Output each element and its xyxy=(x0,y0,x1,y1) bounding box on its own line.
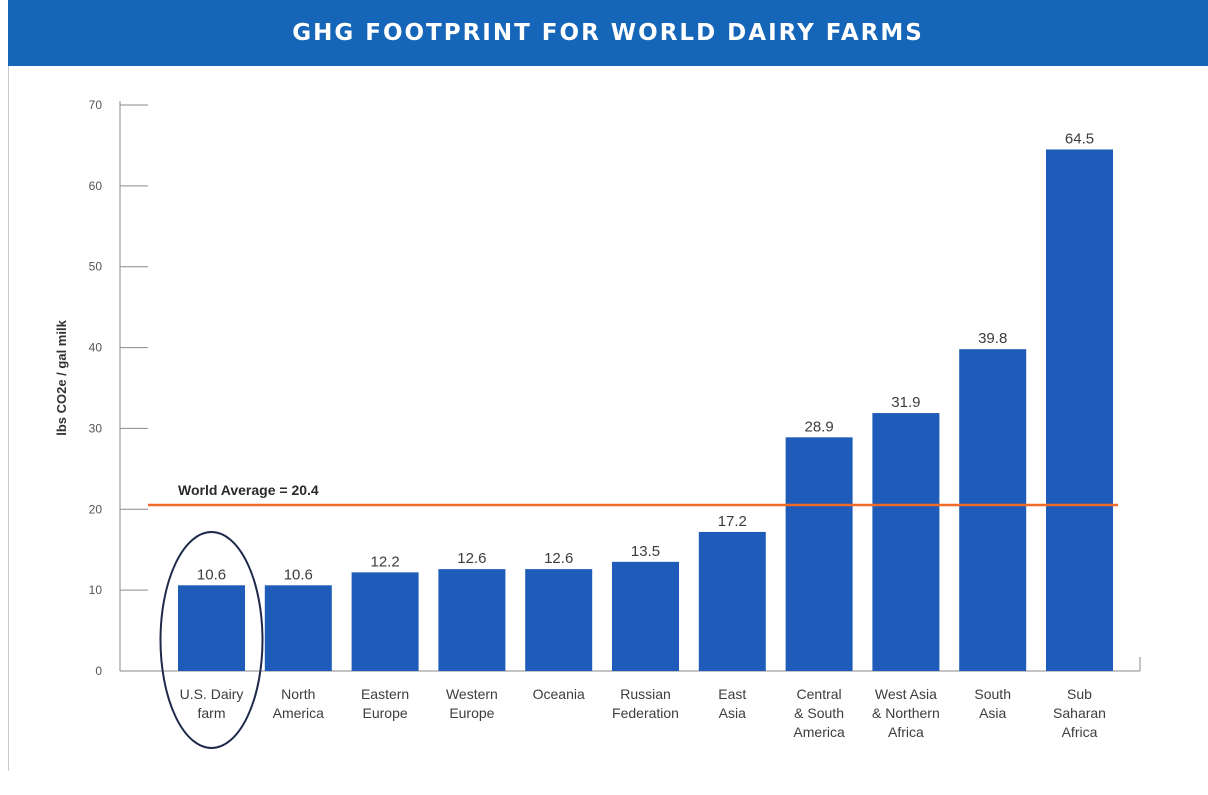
x-tick-label-line: Africa xyxy=(888,724,924,740)
y-tick-label: 50 xyxy=(89,260,103,274)
world-average: World Average = 20.4 xyxy=(148,482,1118,507)
x-tick-label-line: South xyxy=(974,686,1011,702)
bar-value-label: 64.5 xyxy=(1065,130,1094,147)
x-tick-label-line: Asia xyxy=(979,705,1006,721)
x-tick-label-line: Eastern xyxy=(361,686,409,702)
x-tick-label-line: Saharan xyxy=(1053,705,1106,721)
bar xyxy=(1046,149,1113,671)
x-tick-label-line: East xyxy=(718,686,746,702)
bar-value-label: 10.6 xyxy=(197,566,226,583)
bar-value-label: 12.2 xyxy=(370,553,399,570)
bar xyxy=(959,349,1027,671)
y-axis-title: lbs CO2e / gal milk xyxy=(54,319,69,435)
bar xyxy=(264,585,332,671)
x-tick-label-line: Asia xyxy=(719,705,746,721)
bar xyxy=(785,437,853,671)
x-tick-label-line: Africa xyxy=(1062,724,1098,740)
bar xyxy=(351,572,419,671)
x-tick-label-line: farm xyxy=(198,705,226,721)
frame-left-border xyxy=(8,66,9,771)
x-tick-label-line: & Northern xyxy=(872,705,940,721)
x-tick-label: U.S. Dairy farm xyxy=(180,686,244,721)
x-tick-label-line: Central xyxy=(797,686,842,702)
bar-value-label: 28.9 xyxy=(804,418,833,435)
bar-value-label: 13.5 xyxy=(631,543,660,560)
bars xyxy=(178,149,1113,671)
x-tick-label-line: West Asia xyxy=(875,686,937,702)
bar-value-label: 31.9 xyxy=(891,394,920,411)
highlight xyxy=(159,531,264,749)
bar xyxy=(698,531,766,671)
world-average-label: World Average = 20.4 xyxy=(178,482,319,498)
chart-title-banner: GHG FOOTPRINT FOR WORLD DAIRY FARMS xyxy=(8,0,1208,66)
value-labels: 10.6 10.6 12.2 12.6 12.6 13.5 17.2 28.9 31.9 39.8… xyxy=(197,130,1094,583)
x-tick-label-line: Oceania xyxy=(533,686,585,702)
bar-value-label: 10.6 xyxy=(284,566,313,583)
x-tick-label-line: Europe xyxy=(363,705,408,721)
chart-title: GHG FOOTPRINT FOR WORLD DAIRY FARMS xyxy=(292,20,924,46)
x-tick-label: Russian Federation xyxy=(612,686,679,721)
x-tick-label-line: & South xyxy=(794,705,844,721)
y-axis: 0 10 20 30 40 50 60 70 lbs CO2e / gal milk xyxy=(54,98,1141,678)
x-tick-label: Western Europe xyxy=(446,686,498,721)
bar-value-label: 39.8 xyxy=(978,330,1007,347)
x-tick-label: North America xyxy=(273,686,325,721)
x-tick-label: East Asia xyxy=(718,686,746,721)
y-tick-label: 0 xyxy=(95,664,102,678)
x-tick-label-line: Russian xyxy=(620,686,671,702)
x-tick-label-line: America xyxy=(273,705,325,721)
x-tick-label: Sub Saharan Africa xyxy=(1053,686,1106,740)
y-tick-label: 20 xyxy=(89,502,103,516)
bar xyxy=(612,561,679,671)
y-tick-label: 60 xyxy=(89,179,103,193)
bar xyxy=(178,585,245,671)
bar xyxy=(438,569,506,671)
bar-value-label: 12.6 xyxy=(544,550,573,567)
y-tick-label: 30 xyxy=(89,421,103,435)
x-tick-label-line: U.S. Dairy xyxy=(180,686,244,702)
bar-value-label: 12.6 xyxy=(457,550,486,567)
x-tick-label-line: Federation xyxy=(612,705,679,721)
highlight-ellipse xyxy=(159,531,264,749)
x-tick-label: Oceania xyxy=(533,686,585,702)
bar-value-label: 17.2 xyxy=(718,513,747,530)
y-tick-label: 40 xyxy=(89,341,103,355)
x-tick-label: Central & South America xyxy=(793,686,845,740)
x-tick-label-line: North xyxy=(281,686,315,702)
x-tick-label: South Asia xyxy=(974,686,1011,721)
x-tick-label-line: America xyxy=(793,724,845,740)
y-tick-label: 10 xyxy=(89,583,103,597)
x-tick-label-line: Europe xyxy=(449,705,494,721)
x-tick-label-line: Sub xyxy=(1067,686,1092,702)
x-tick-label: Eastern Europe xyxy=(361,686,409,721)
bar xyxy=(872,413,940,671)
y-tick-label: 70 xyxy=(89,98,103,112)
bar xyxy=(525,569,593,671)
x-tick-label-line: Western xyxy=(446,686,498,702)
x-tick-label: West Asia & Northern Africa xyxy=(872,686,940,740)
